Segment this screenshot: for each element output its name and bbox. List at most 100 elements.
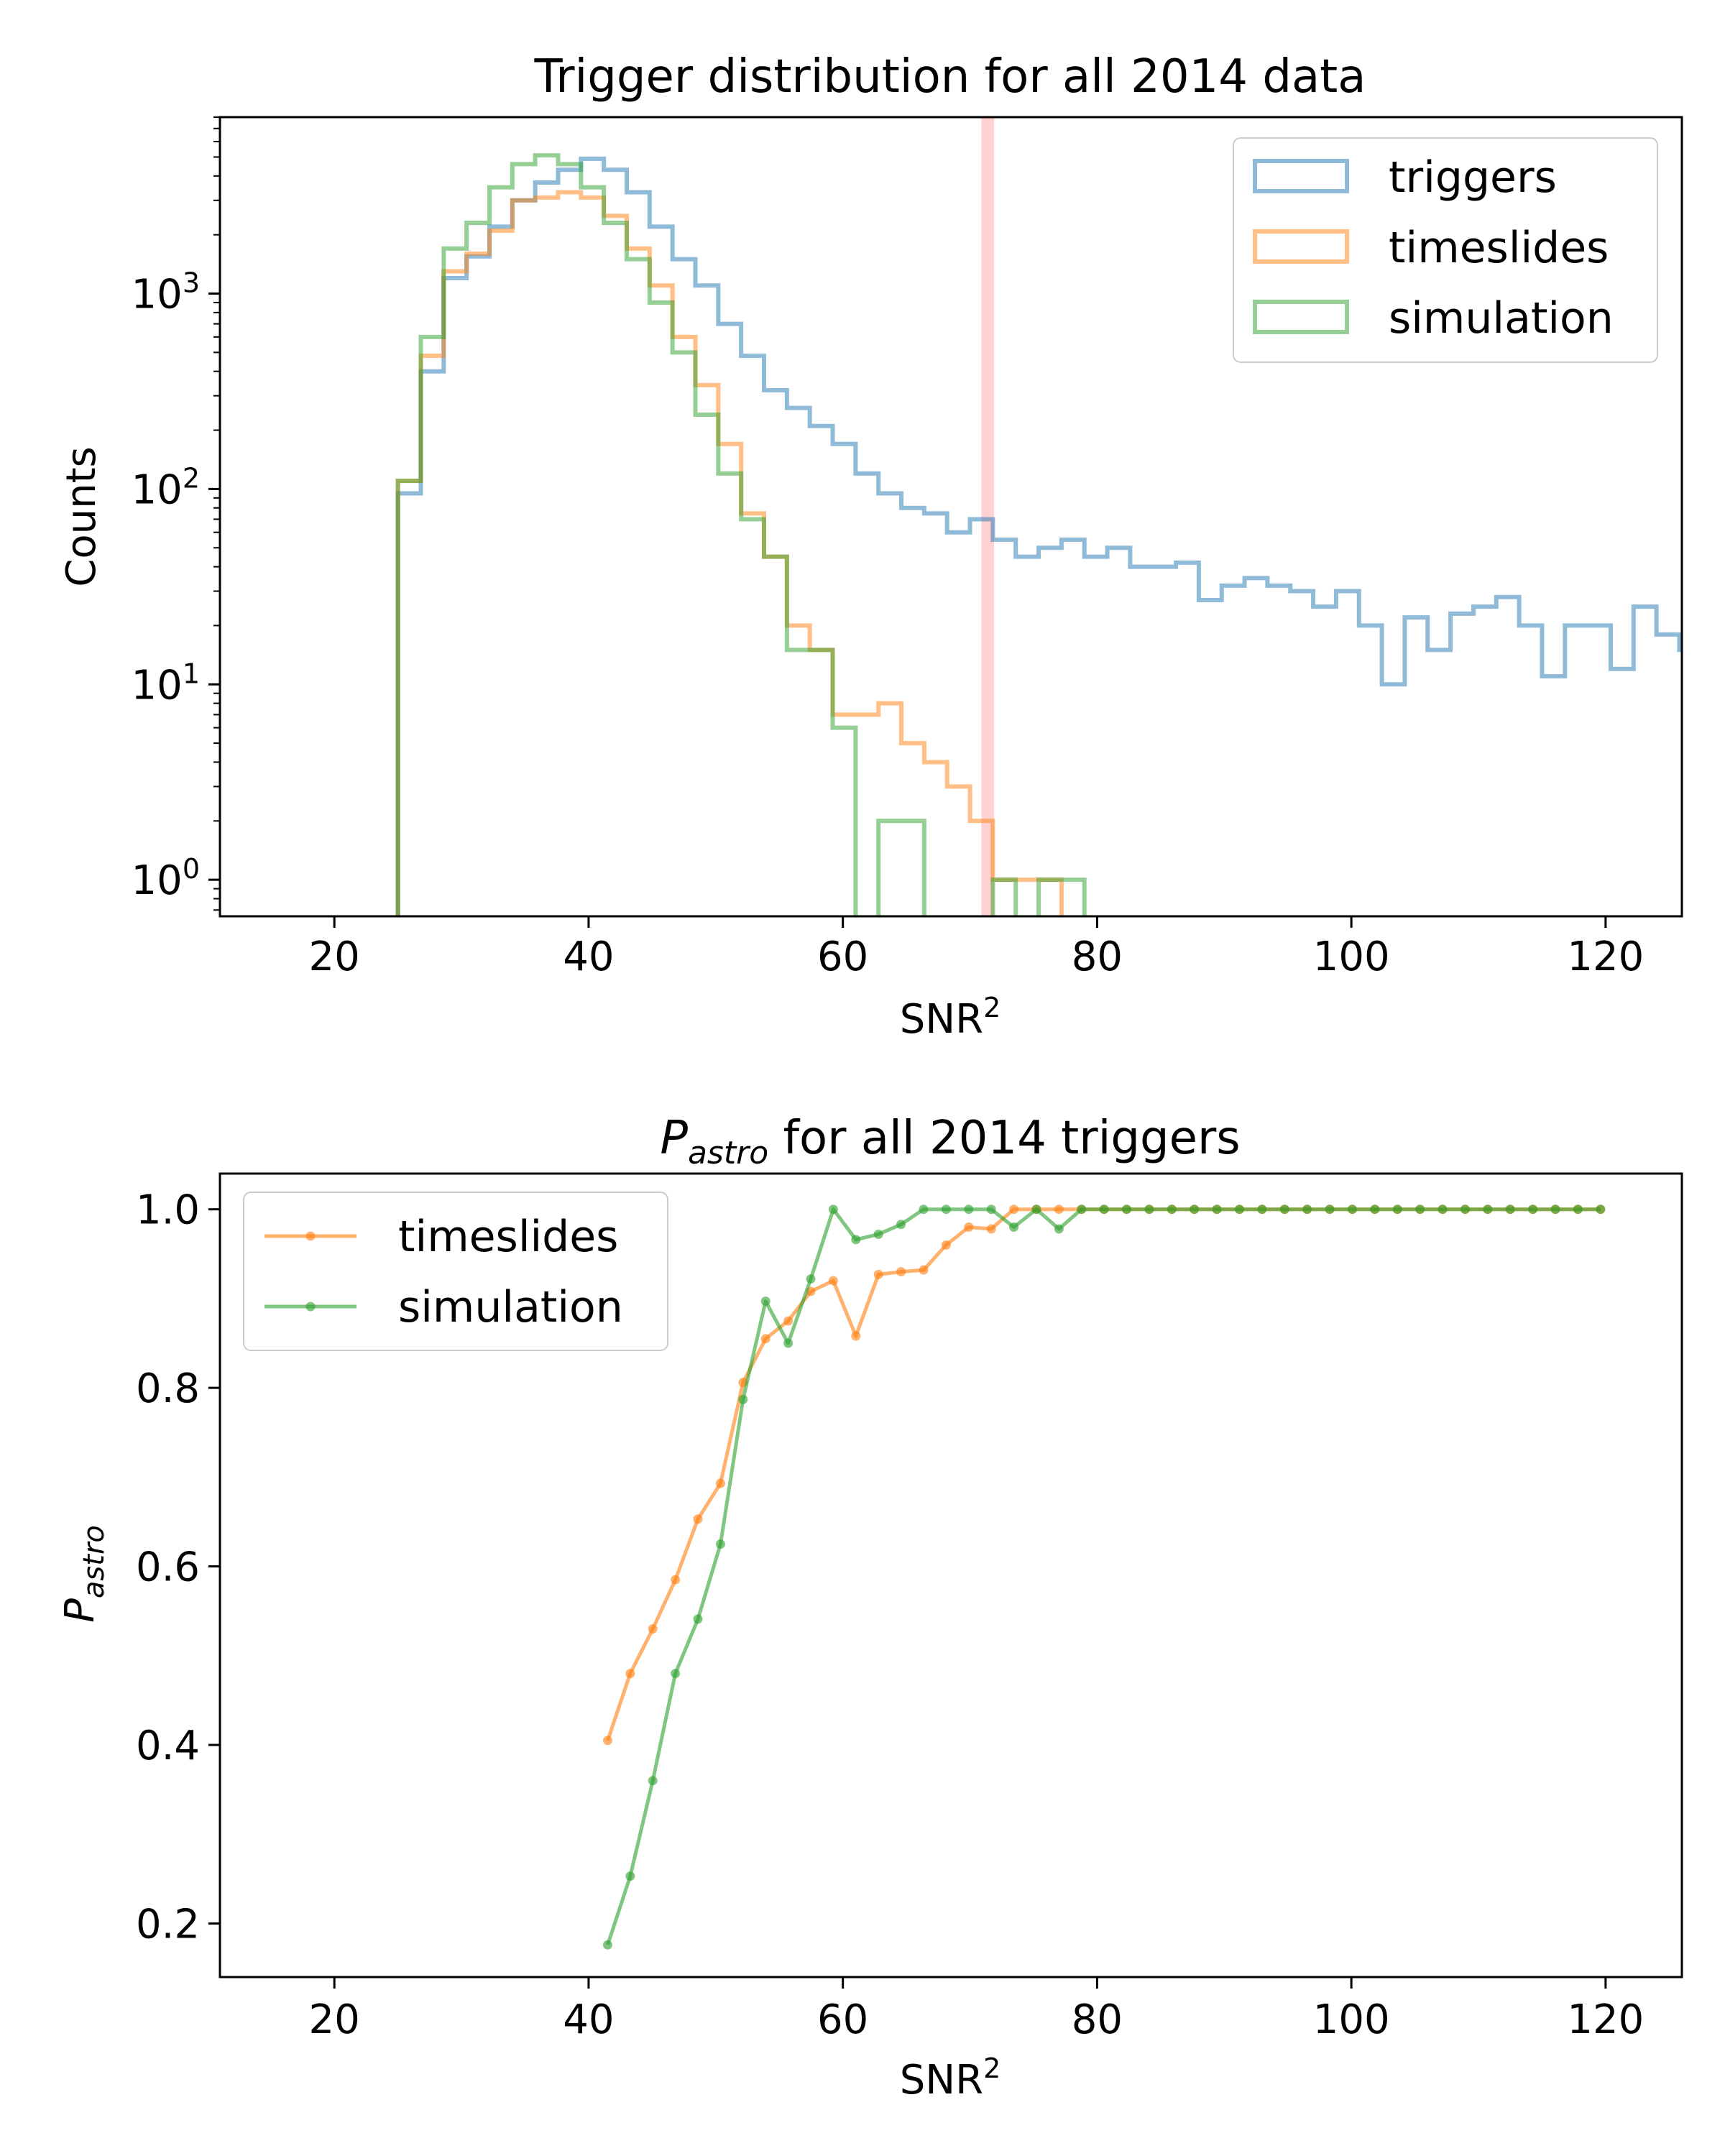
pastro-point-timeslides — [941, 1240, 951, 1250]
histogram-series-timeslides — [395, 190, 1064, 916]
histogram-xlabel-exponent: 2 — [983, 992, 1000, 1023]
pastro-point-simulation — [1302, 1204, 1312, 1215]
pastro-point-simulation — [828, 1204, 838, 1215]
pastro-legend: timeslides simulation — [243, 1192, 668, 1351]
pastro-point-simulation — [625, 1871, 635, 1881]
histogram-y-axis-label: Counts — [58, 446, 105, 586]
pastro-y-ticks: 0.2 0.4 0.6 0.8 1.0 — [136, 1187, 220, 1948]
pastro-point-simulation — [783, 1338, 794, 1348]
pastro-title-sub: astro — [688, 1135, 768, 1171]
pastro-ytick-label: 0.8 — [136, 1365, 200, 1412]
histogram-ytick-label: 103 — [132, 267, 200, 318]
pastro-point-simulation — [919, 1204, 929, 1215]
pastro-point-simulation — [1550, 1204, 1560, 1215]
histogram-legend: triggers timeslides simulation — [1233, 137, 1658, 363]
histogram-axes-frame — [218, 116, 1683, 918]
histogram-xtick-label: 120 — [1567, 934, 1644, 980]
pastro-point-simulation — [602, 1940, 612, 1950]
pastro-point-simulation — [1031, 1204, 1041, 1215]
pastro-point-simulation — [1279, 1204, 1289, 1215]
pastro-point-timeslides — [851, 1331, 861, 1341]
ytick-base: 10 — [132, 662, 183, 709]
pastro-point-simulation — [1009, 1222, 1019, 1233]
pastro-ytick-label: 0.2 — [136, 1901, 200, 1948]
pastro-point-simulation — [1122, 1204, 1132, 1215]
pastro-point-simulation — [964, 1204, 974, 1215]
pastro-point-timeslides — [602, 1736, 612, 1746]
pastro-ylabel-p: P — [57, 1598, 104, 1623]
pastro-point-simulation — [715, 1539, 725, 1549]
pastro-point-simulation — [1212, 1204, 1222, 1215]
pastro-ytick-label: 0.6 — [136, 1544, 200, 1591]
threshold-vline-layer — [981, 117, 995, 916]
pastro-panel: Pastro for all 2014 triggers 20 40 60 80 100… — [57, 1112, 1683, 2104]
pastro-point-simulation — [896, 1220, 906, 1230]
pastro-point-simulation — [1392, 1204, 1402, 1215]
legend-swatch-simulation — [1253, 300, 1349, 334]
pastro-ylabel-sub: astro — [78, 1525, 111, 1598]
pastro-xtick-label: 120 — [1567, 1996, 1644, 2043]
pastro-xlabel-base: SNR — [900, 2057, 983, 2104]
legend-label-timeslides: timeslides — [1389, 223, 1609, 273]
pastro-xtick-label: 60 — [817, 1996, 868, 2043]
pastro-xtick-label: 100 — [1313, 1996, 1390, 2043]
pastro-point-simulation — [693, 1614, 703, 1624]
pastro-point-timeslides — [715, 1478, 725, 1488]
pastro-point-timeslides — [896, 1267, 906, 1277]
histogram-xtick-label: 80 — [1072, 934, 1123, 980]
ytick-base: 10 — [132, 857, 183, 904]
pastro-point-simulation — [738, 1394, 748, 1404]
histogram-title: Trigger distribution for all 2014 data — [534, 50, 1366, 103]
pastro-point-simulation — [1438, 1204, 1448, 1215]
pastro-point-simulation — [1190, 1204, 1200, 1215]
pastro-point-simulation — [1573, 1204, 1583, 1215]
legend-label-triggers: triggers — [1389, 152, 1557, 203]
pastro-point-simulation — [1415, 1204, 1425, 1215]
pastro-legend-box — [243, 1192, 668, 1351]
pastro-point-simulation — [1528, 1204, 1538, 1215]
pastro-point-simulation — [1099, 1204, 1109, 1215]
histogram-ytick-label: 100 — [132, 853, 200, 904]
pastro-point-timeslides — [986, 1224, 996, 1234]
pastro-x-ticks: 20 40 60 80 100 120 — [309, 1977, 1644, 2043]
histogram-x-axis-label: SNR2 — [900, 992, 1001, 1043]
histogram-xtick-label: 40 — [563, 934, 614, 980]
pastro-series-layer — [602, 1204, 1606, 1950]
histogram-ytick-label: 101 — [132, 658, 200, 709]
pastro-point-timeslides — [919, 1265, 929, 1275]
histogram-xlabel-base: SNR — [900, 996, 983, 1043]
pastro-point-simulation — [1596, 1204, 1606, 1215]
pastro-point-simulation — [1347, 1204, 1357, 1215]
ytick-base: 10 — [132, 466, 183, 513]
pastro-title-p: P — [660, 1112, 688, 1165]
ytick-base: 10 — [132, 272, 183, 318]
legend-swatch-triggers — [1253, 159, 1349, 193]
pastro-point-timeslides — [964, 1222, 974, 1233]
legend-label-simulation: simulation — [1389, 293, 1614, 344]
pastro-axes-frame — [218, 1172, 1683, 1978]
histogram-xtick-label: 20 — [309, 934, 360, 980]
histogram-series-triggers — [395, 156, 1682, 916]
pastro-point-timeslides — [625, 1669, 635, 1679]
histogram-series-layer — [395, 153, 1682, 916]
threshold-vline — [981, 117, 995, 916]
pastro-point-timeslides — [648, 1624, 658, 1634]
pastro-point-simulation — [1370, 1204, 1380, 1215]
legend-marker-timeslides — [305, 1231, 316, 1241]
ytick-exponent: 0 — [183, 853, 200, 885]
pastro-point-simulation — [648, 1776, 658, 1786]
pastro-point-timeslides — [693, 1514, 703, 1524]
pastro-xtick-label: 80 — [1072, 1996, 1123, 2043]
pastro-point-simulation — [1144, 1204, 1154, 1215]
pastro-point-simulation — [671, 1669, 681, 1679]
pastro-point-simulation — [1077, 1204, 1087, 1215]
ytick-exponent: 1 — [183, 658, 200, 689]
pastro-point-simulation — [1167, 1204, 1177, 1215]
pastro-y-axis-label: Pastro — [57, 1525, 111, 1623]
pastro-point-simulation — [1257, 1204, 1267, 1215]
pastro-title-rest: for all 2014 triggers — [768, 1112, 1241, 1165]
pastro-point-simulation — [873, 1229, 883, 1239]
pastro-point-timeslides — [1009, 1204, 1019, 1215]
